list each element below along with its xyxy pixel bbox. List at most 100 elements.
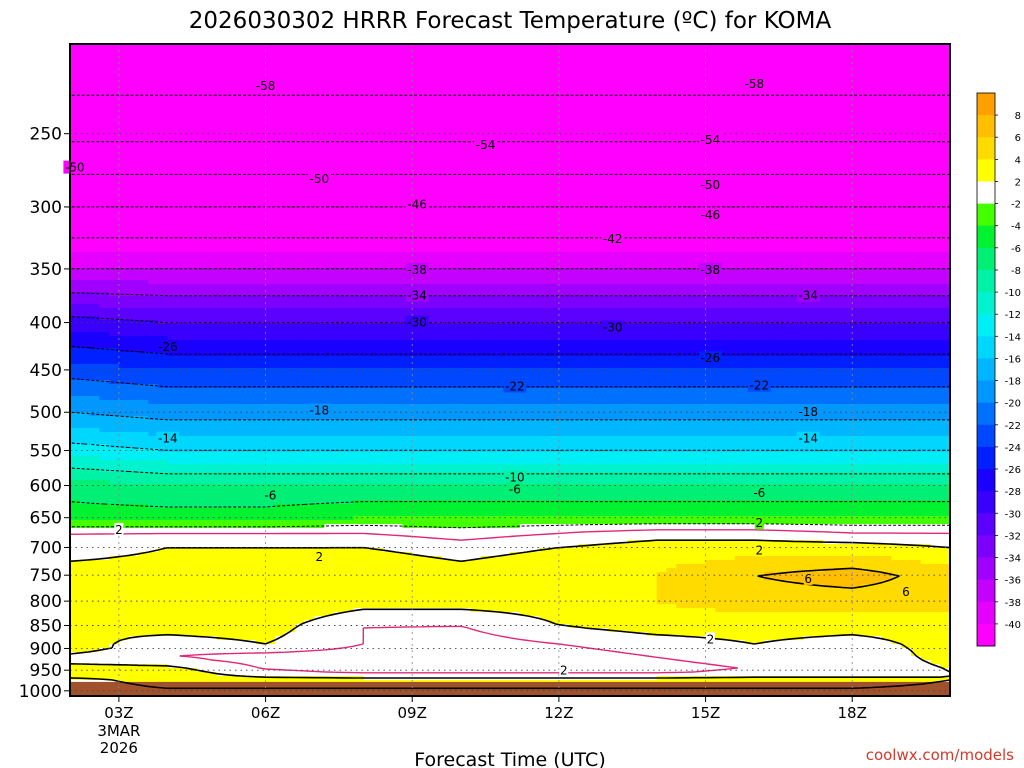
temperature-cell [128,84,140,89]
temperature-cell [842,212,853,217]
temperature-cell [558,224,570,229]
temperature-cell [412,80,423,85]
temperature-cell [588,172,599,177]
temperature-cell [324,44,335,49]
temperature-cell [568,152,580,157]
temperature-cell [852,180,863,185]
temperature-cell [392,252,404,257]
temperature-cell [783,172,795,177]
temperature-cell [373,156,384,161]
temperature-cell [813,140,824,145]
temperature-cell [441,148,452,153]
temperature-cell [891,260,902,265]
temperature-cell [363,56,374,61]
temperature-cell [881,216,892,221]
temperature-cell [441,236,452,241]
temperature-cell [314,196,325,201]
temperature-cell [607,224,619,229]
temperature-cell [187,224,198,229]
temperature-cell [842,144,853,149]
temperature-cell [500,252,511,257]
temperature-cell [901,44,912,49]
temperature-cell [852,168,863,173]
temperature-cell [607,156,619,161]
temperature-cell [774,228,785,233]
temperature-cell [236,220,247,225]
temperature-cell [666,96,677,101]
temperature-cell [118,232,130,237]
temperature-cell [832,220,844,225]
temperature-cell [568,168,580,173]
temperature-cell [793,68,804,73]
temperature-cell [314,128,325,133]
temperature-cell [461,228,472,233]
temperature-cell [774,212,785,217]
temperature-cell [265,264,276,269]
temperature-cell [441,220,452,225]
temperature-cell [79,180,91,185]
temperature-cell [314,132,325,137]
temperature-cell [813,48,824,53]
temperature-cell [490,72,501,77]
temperature-cell [167,96,179,101]
temperature-cell [480,260,492,265]
temperature-cell [138,100,149,105]
temperature-cell [881,64,892,69]
temperature-cell [275,224,286,229]
temperature-cell [676,68,687,73]
temperature-cell [236,228,247,233]
temperature-cell [598,80,609,85]
temperature-cell [715,84,726,89]
temperature-cell [930,228,941,233]
temperature-cell [470,92,482,97]
temperature-cell [832,68,844,73]
temperature-cell [910,116,922,121]
temperature-cell [695,56,707,61]
temperature-cell [901,88,912,93]
temperature-cell [451,224,462,229]
temperature-cell [881,44,892,49]
temperature-cell [764,84,775,89]
temperature-cell [842,228,853,233]
temperature-cell [871,176,883,181]
temperature-cell [353,100,364,105]
temperature-cell [578,128,589,133]
temperature-cell [627,144,638,149]
temperature-cell [568,236,580,241]
temperature-cell [402,48,413,53]
temperature-cell [910,260,922,265]
temperature-cell [392,88,404,93]
temperature-cell [862,248,873,253]
temperature-cell [412,96,423,101]
temperature-cell [255,44,267,49]
temperature-cell [510,96,521,101]
temperature-cell [206,200,218,205]
temperature-cell [715,172,726,177]
temperature-cell [519,252,531,257]
temperature-cell [382,184,394,189]
temperature-cell [940,232,950,237]
temperature-cell [167,228,179,233]
temperature-cell [510,168,521,173]
temperature-cell [578,72,589,77]
temperature-cell [392,116,404,121]
temperature-cell [79,60,91,65]
temperature-cell [783,92,795,97]
temperature-cell [764,252,775,257]
temperature-cell [461,124,472,129]
temperature-cell [695,220,707,225]
temperature-cell [206,256,218,261]
temperature-cell [431,152,443,157]
temperature-cell [813,164,824,169]
temperature-cell [852,148,863,153]
temperature-cell [822,148,834,153]
temperature-cell [910,84,922,89]
temperature-cell [265,152,276,157]
temperature-cell [461,52,472,57]
temperature-cell [666,44,677,49]
temperature-cell [480,244,492,249]
temperature-cell [725,96,736,101]
temperature-cell [138,72,149,77]
temperature-cell [656,244,668,249]
temperature-cell [363,172,374,177]
